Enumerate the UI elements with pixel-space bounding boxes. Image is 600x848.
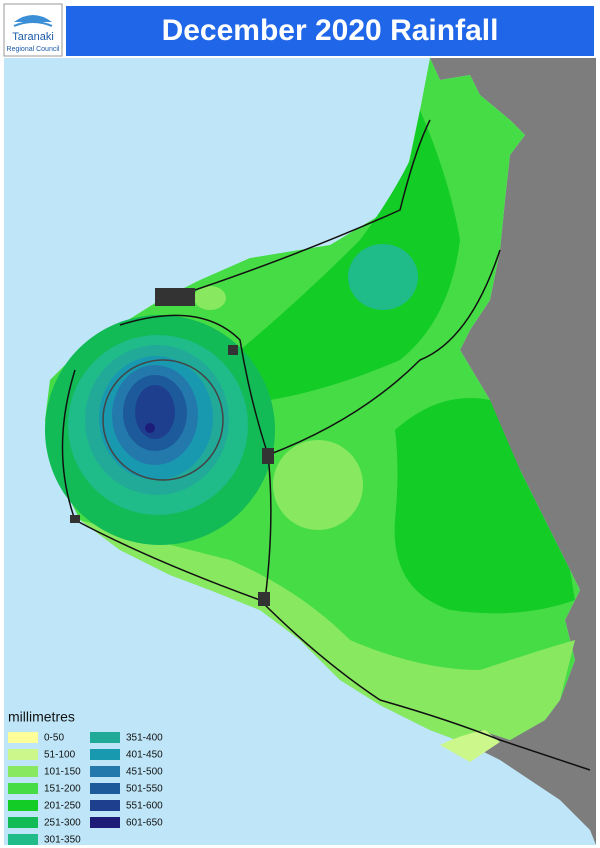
legend-label: 501-550 [126, 784, 163, 795]
legend-swatch [90, 783, 120, 794]
legend-label: 451-500 [126, 767, 163, 778]
title-bar [66, 6, 594, 56]
legend-swatch [90, 800, 120, 811]
legend-title: millimetres [8, 709, 75, 725]
legend-label: 601-650 [126, 818, 163, 829]
logo-mark [14, 15, 52, 22]
towns [70, 288, 274, 606]
zone-light-north [194, 286, 226, 310]
legend-label: 151-200 [44, 784, 81, 795]
zone-light-upper [440, 730, 500, 762]
legend-label: 51-100 [44, 750, 76, 761]
legend-swatch [8, 749, 38, 760]
zone-north-blue [348, 244, 418, 310]
legend-swatch [8, 766, 38, 777]
title: December 2020 Rainfall [162, 14, 499, 47]
legend-swatch [8, 783, 38, 794]
legend-swatch [90, 749, 120, 760]
legend-label: 251-300 [44, 818, 81, 829]
legend-label: 101-150 [44, 767, 81, 778]
legend-swatch [90, 766, 120, 777]
legend-label: 201-250 [44, 801, 81, 812]
zone-600 [135, 385, 175, 439]
legend-label: 551-600 [126, 801, 163, 812]
legend-label: 301-350 [44, 835, 81, 846]
legend-swatch [8, 732, 38, 743]
logo-wave [13, 21, 53, 27]
zone-dark-east [394, 398, 575, 614]
legend-label: 401-450 [126, 750, 163, 761]
legend-swatch [8, 834, 38, 845]
legend-swatch [90, 817, 120, 828]
legend-swatch [8, 800, 38, 811]
legend-swatch [90, 732, 120, 743]
logo-sub: Regional Council [7, 46, 60, 53]
logo-box [3, 3, 63, 57]
legend-label: 0-50 [44, 733, 64, 744]
logo-name: Taranaki [12, 31, 54, 43]
zone-650 [145, 423, 155, 433]
legend-swatch [8, 817, 38, 828]
zone-dark-north [240, 110, 460, 400]
national-park-boundary [102, 359, 224, 481]
legend: 0-50 51-100 101-150 151-200 201-250 251-300 30… [8, 732, 163, 846]
neighbouring-land [430, 58, 596, 845]
zone-light-centre [273, 440, 363, 530]
legend-label: 351-400 [126, 733, 163, 744]
zone-light-coast [80, 520, 575, 745]
